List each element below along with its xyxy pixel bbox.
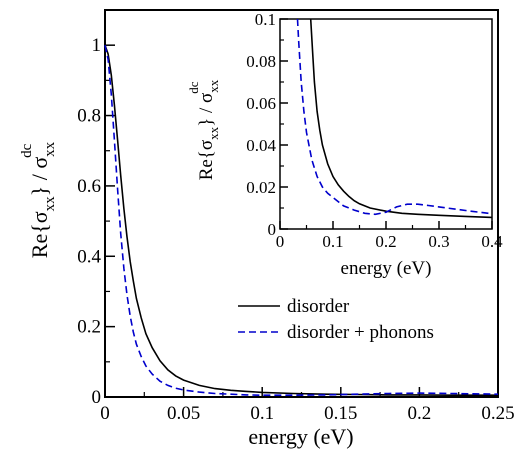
series-line-disorder-phonons [296, 18, 493, 216]
svg-text:Re{σxx} / σxxdc: Re{σxx} / σxxdc [19, 141, 58, 258]
x-tick-label: 0.4 [481, 232, 503, 251]
y-tick-label: 0 [92, 387, 102, 408]
x-tick-label: 0.2 [408, 403, 432, 424]
inset-series-group [296, 18, 493, 219]
series-line-disorder-phonons [104, 45, 499, 397]
series-line-disorder [309, 18, 493, 219]
x-tick-label: 0 [100, 403, 110, 424]
svg-text:Re{σxx} / σxxdc: Re{σxx} / σxxdc [186, 79, 221, 180]
x-tick-label: 0.25 [481, 403, 514, 424]
legend-label-disorder-phonons: disorder + phonons [287, 322, 434, 343]
x-tick-label: 0 [276, 232, 285, 251]
x-tick-label: 0.15 [324, 403, 357, 424]
legend-label-disorder: disorder [287, 296, 350, 317]
main-axis-ticks: 0 0.05 0.1 0.15 0.2 0.25 0 0.2 0.4 0.6 0.8 1 [77, 35, 514, 424]
y-tick-label: 0.08 [246, 52, 276, 71]
y-tick-label: 0.06 [246, 94, 276, 113]
x-tick-label: 0.1 [250, 403, 274, 424]
y-tick-label: 0.02 [246, 178, 276, 197]
legend: disorder disorder + phonons [238, 296, 434, 343]
y-tick-label: 0.8 [77, 106, 101, 127]
inset-plot-background [280, 19, 492, 229]
main-y-axis-title: Re{σxx} / σxxdc [19, 141, 58, 258]
y-tick-label: 0.1 [255, 10, 276, 29]
y-tick-label: 0.2 [77, 317, 101, 338]
x-tick-label: 0.2 [375, 232, 396, 251]
x-tick-label: 0.3 [428, 232, 449, 251]
y-tick-label: 0.04 [246, 136, 276, 155]
inset-axis-ticks: 0 0.1 0.2 0.3 0.4 0 0.02 0.04 0.06 0.08 0.1 [246, 10, 503, 251]
main-x-axis-title: energy (eV) [248, 424, 353, 449]
inset-x-axis-title: energy (eV) [341, 258, 432, 279]
x-tick-label: 0.1 [322, 232, 343, 251]
y-tick-label: 0.6 [77, 176, 101, 197]
main-series-group [104, 44, 499, 397]
y-tick-label: 0.4 [77, 246, 101, 267]
inset-y-axis-title: Re{σxx} / σxxdc [186, 79, 221, 180]
y-tick-label: 1 [92, 35, 102, 56]
x-tick-label: 0.05 [167, 403, 200, 424]
y-tick-label: 0 [268, 220, 277, 239]
